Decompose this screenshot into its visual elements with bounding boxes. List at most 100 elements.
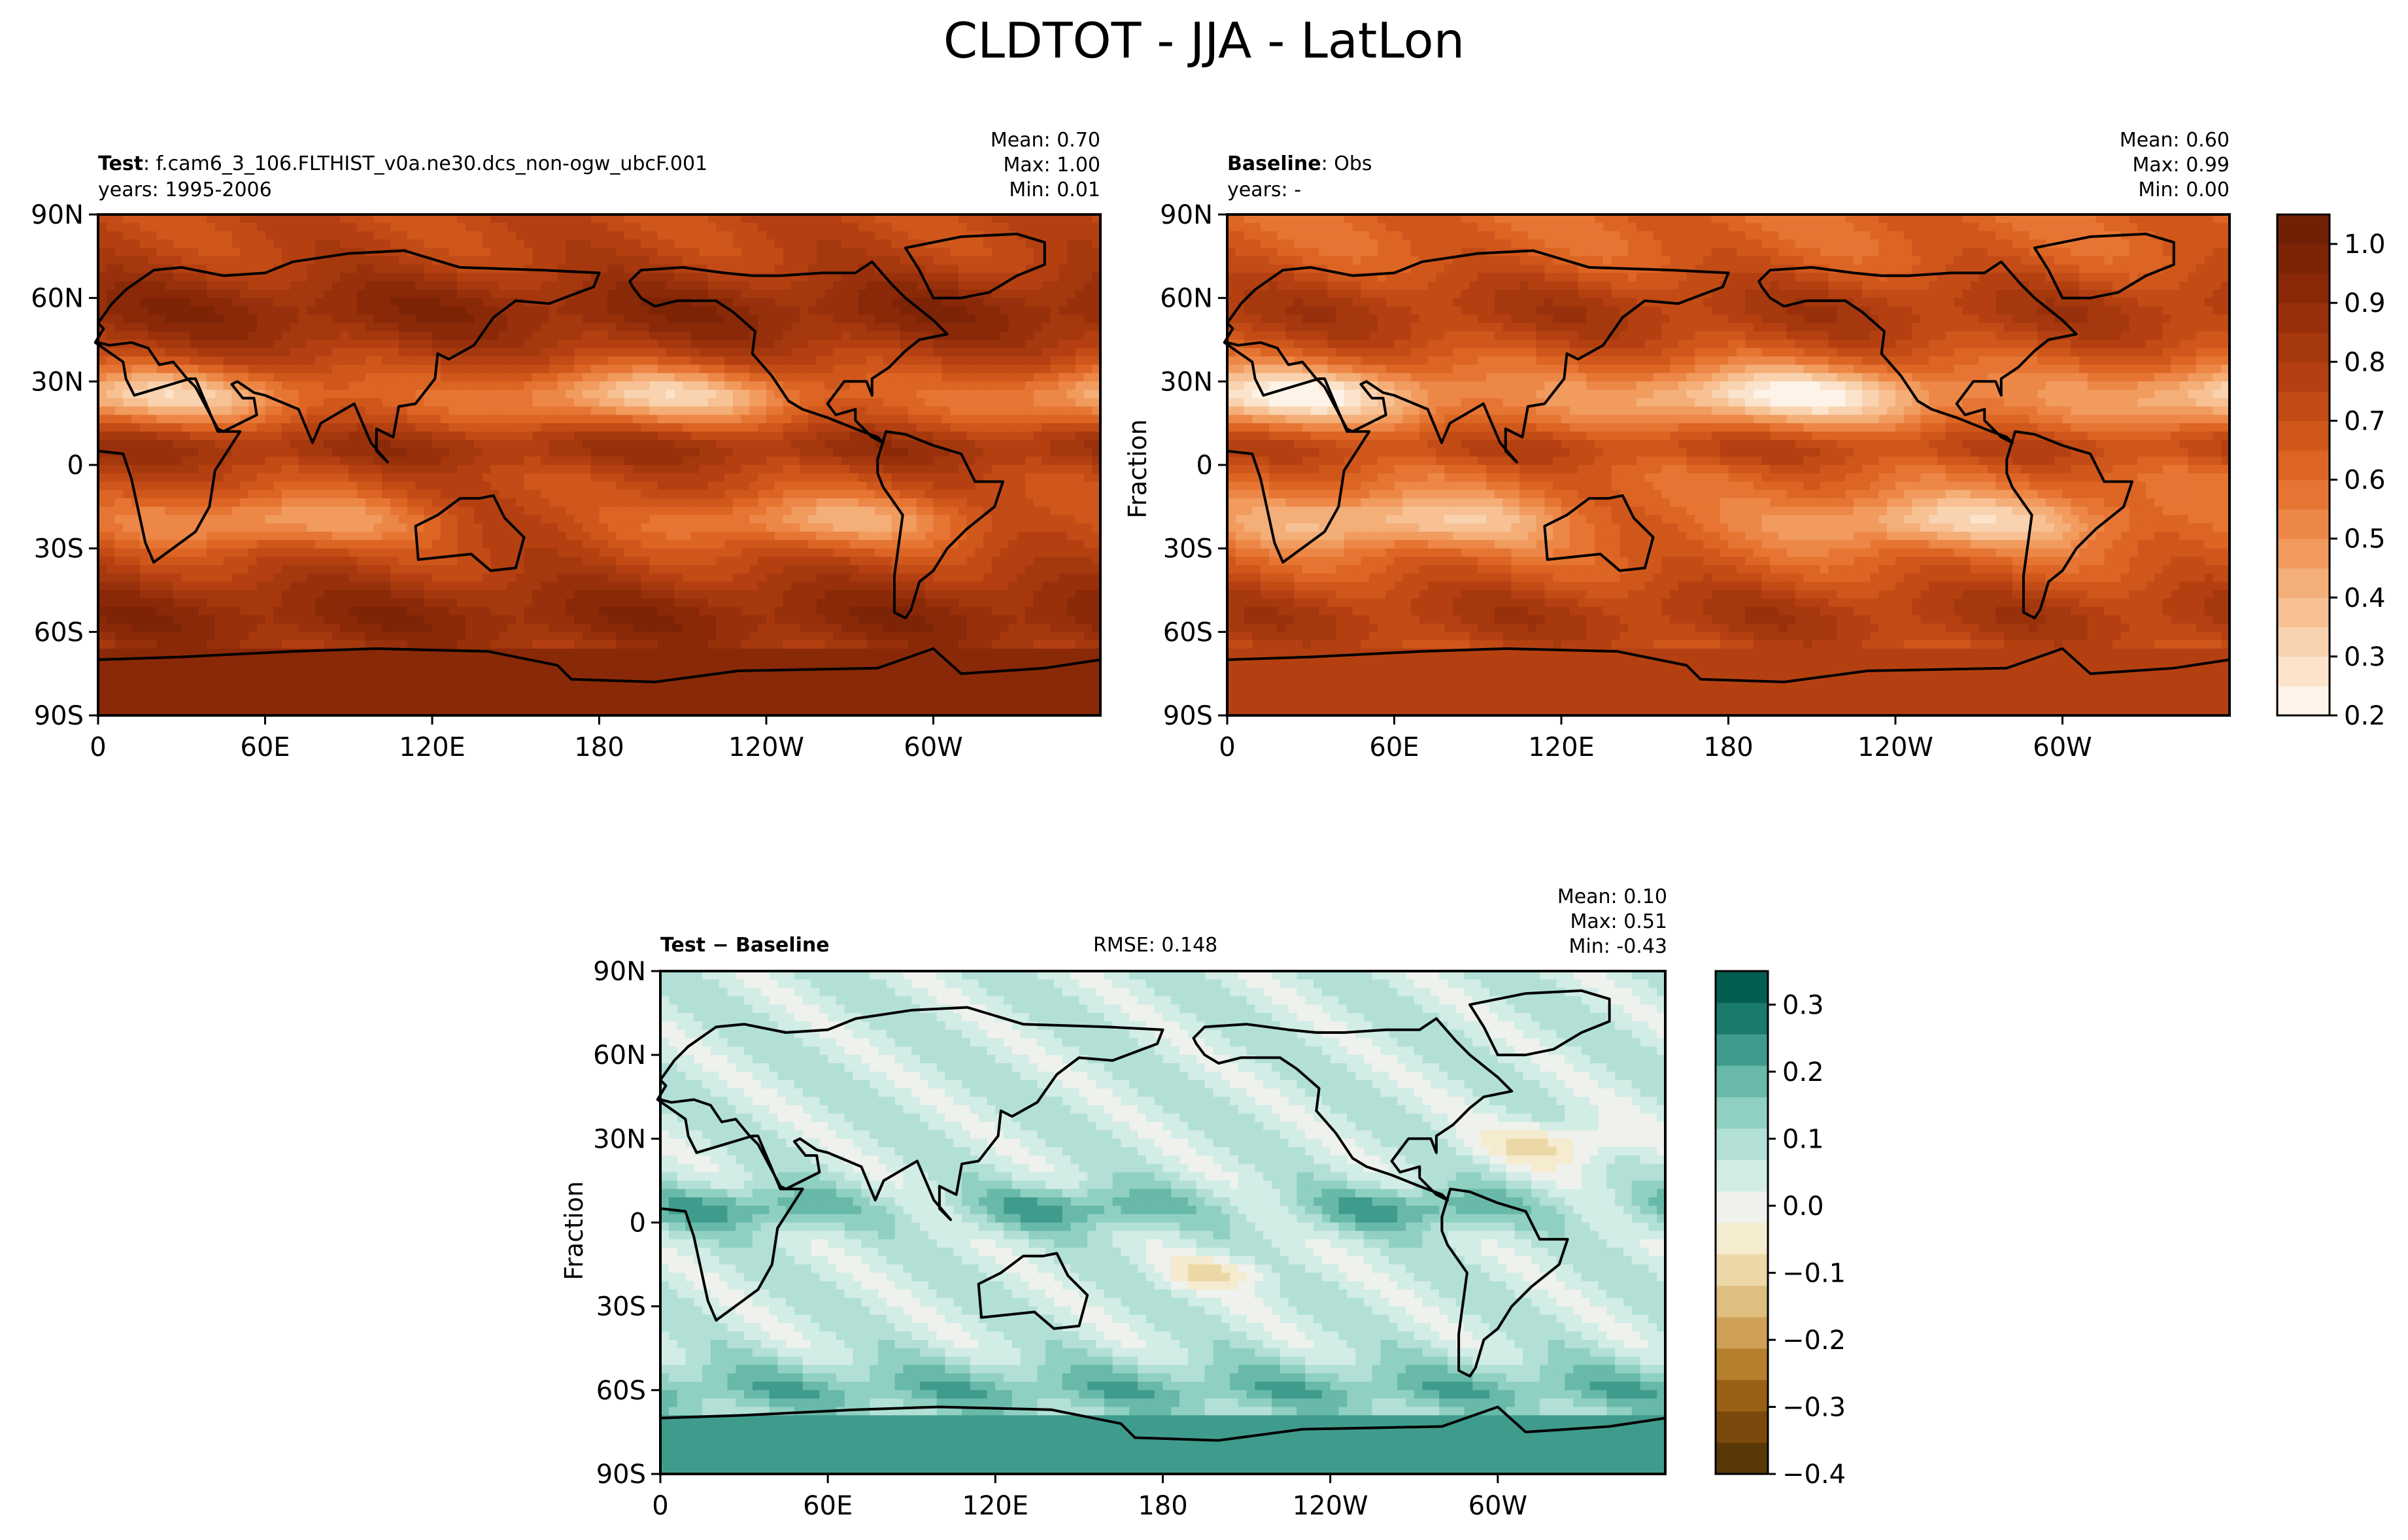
test-field-cell: [849, 256, 859, 265]
test-field-cell: [473, 373, 483, 382]
test-field-cell: [440, 556, 450, 566]
test-field-cell: [749, 473, 758, 483]
test-field-cell: [590, 539, 600, 549]
test-field-cell: [1033, 498, 1043, 507]
test-field-cell: [248, 465, 258, 474]
test-field-cell: [240, 398, 249, 407]
test-field-cell: [190, 473, 199, 483]
test-field-cell: [490, 390, 500, 399]
test-field-cell: [382, 373, 391, 382]
test-field-cell: [1075, 348, 1085, 357]
test-field-cell: [791, 390, 800, 399]
test-field-cell: [515, 239, 525, 248]
test-field-cell: [440, 465, 450, 474]
test-field-cell: [223, 222, 233, 232]
test-field-cell: [1059, 222, 1068, 232]
test-field-cell: [198, 406, 207, 415]
test-field-cell: [307, 532, 316, 541]
test-field-cell: [1042, 281, 1051, 290]
test-field-cell: [541, 315, 550, 324]
test-field-cell: [207, 381, 216, 390]
test-field-cell: [758, 431, 767, 441]
test-field-cell: [641, 490, 650, 499]
test-field-cell: [449, 306, 458, 315]
test-field-cell: [432, 339, 441, 349]
test-field-cell: [950, 364, 959, 374]
test-field-cell: [783, 239, 792, 248]
test-field-cell: [590, 523, 600, 532]
test-field-cell: [866, 315, 875, 324]
test-field-cell: [198, 239, 207, 248]
test-field-cell: [958, 331, 968, 341]
test-field-cell: [1092, 515, 1101, 524]
test-field-cell: [398, 315, 408, 324]
test-field-cell: [866, 548, 875, 558]
test-field-cell: [432, 539, 441, 549]
test-field-cell: [248, 322, 258, 332]
test-field-cell: [966, 298, 975, 307]
test-field-cell: [916, 448, 926, 457]
test-field-cell: [824, 356, 834, 366]
test-field-cell: [273, 490, 282, 499]
test-field-cell: [106, 423, 116, 432]
test-field-cell: [641, 548, 650, 558]
test-field-cell: [365, 406, 375, 415]
test-field-cell: [331, 331, 341, 341]
test-field-cell: [390, 490, 399, 499]
test-field-cell: [198, 315, 207, 324]
test-field-cell: [298, 448, 307, 457]
test-field-cell: [933, 515, 942, 524]
test-field-cell: [198, 256, 207, 265]
test-field-cell: [290, 222, 299, 232]
test-field-cell: [716, 431, 725, 441]
test-field-cell: [674, 481, 683, 490]
test-field-cell: [473, 222, 483, 232]
test-field-cell: [214, 239, 224, 248]
test-field-cell: [449, 532, 458, 541]
test-field-cell: [1075, 239, 1085, 248]
test-field-cell: [666, 539, 675, 549]
test-field-cell: [1059, 256, 1068, 265]
test-field-cell: [214, 498, 224, 507]
test-field-cell: [307, 348, 316, 357]
test-field-cell: [691, 381, 700, 390]
test-field-cell: [348, 298, 358, 307]
test-field-cell: [1042, 506, 1051, 516]
test-field-cell: [490, 423, 500, 432]
test-field-cell: [114, 214, 124, 224]
test-field-cell: [774, 515, 784, 524]
test-field-cell: [181, 456, 191, 466]
test-field-cell: [883, 289, 892, 299]
test-field-cell: [490, 506, 500, 516]
test-field-cell: [683, 481, 692, 490]
test-field-cell: [875, 356, 884, 366]
test-field-cell: [607, 431, 617, 441]
test-field-cell: [131, 398, 141, 407]
test-field-cell: [490, 532, 500, 541]
test-field-cell: [315, 373, 324, 382]
test-field-cell: [282, 356, 291, 366]
test-field-cell: [807, 498, 817, 507]
test-field-cell: [348, 373, 358, 382]
test-field-cell: [114, 406, 124, 415]
test-field-cell: [231, 398, 241, 407]
test-field-cell: [916, 415, 926, 424]
test-field-cell: [432, 415, 441, 424]
test-field-cell: [248, 315, 258, 324]
test-field-cell: [1042, 431, 1051, 441]
test-field-cell: [248, 532, 258, 541]
test-field-cell: [432, 231, 441, 240]
test-field-cell: [958, 248, 968, 257]
test-field-cell: [549, 523, 558, 532]
test-field-cell: [290, 273, 299, 282]
test-field-cell: [282, 298, 291, 307]
test-field-cell: [373, 264, 382, 273]
test-field-cell: [616, 423, 625, 432]
test-field-cell: [858, 548, 867, 558]
test-field-cell: [323, 231, 333, 240]
test-field-cell: [541, 481, 550, 490]
test-field-cell: [1092, 248, 1101, 257]
test-field-cell: [607, 298, 617, 307]
test-field-cell: [599, 498, 608, 507]
test-field-cell: [190, 306, 199, 315]
